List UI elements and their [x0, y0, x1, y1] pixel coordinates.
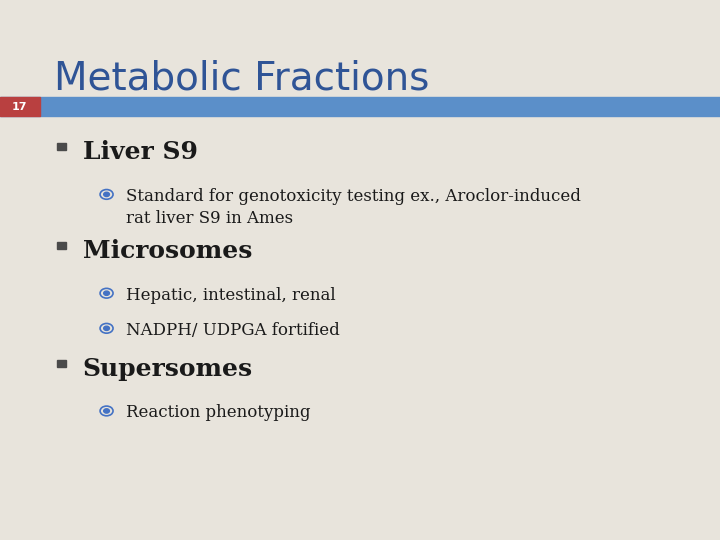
Bar	[0, 97, 720, 116]
Text: 17: 17	[12, 102, 27, 112]
Text: Standard for genotoxicity testing ex., Aroclor-induced
rat liver S9 in Ames: Standard for genotoxicity testing ex., A…	[126, 188, 581, 227]
Circle shape	[104, 192, 109, 197]
Text: Supersomes: Supersomes	[83, 357, 253, 381]
Bar	[57, 360, 66, 367]
Bar	[57, 143, 66, 150]
Bar	[57, 242, 66, 249]
Text: NADPH/ UDPGA fortified: NADPH/ UDPGA fortified	[126, 322, 340, 339]
Circle shape	[104, 326, 109, 330]
Text: Liver S9: Liver S9	[83, 140, 198, 164]
Text: Hepatic, intestinal, renal: Hepatic, intestinal, renal	[126, 287, 336, 303]
Text: Microsomes: Microsomes	[83, 239, 252, 263]
Text: Metabolic Fractions: Metabolic Fractions	[54, 59, 429, 97]
Text: Reaction phenotyping: Reaction phenotyping	[126, 404, 310, 421]
Circle shape	[104, 291, 109, 295]
Bar	[0, 97, 40, 116]
Circle shape	[104, 409, 109, 413]
